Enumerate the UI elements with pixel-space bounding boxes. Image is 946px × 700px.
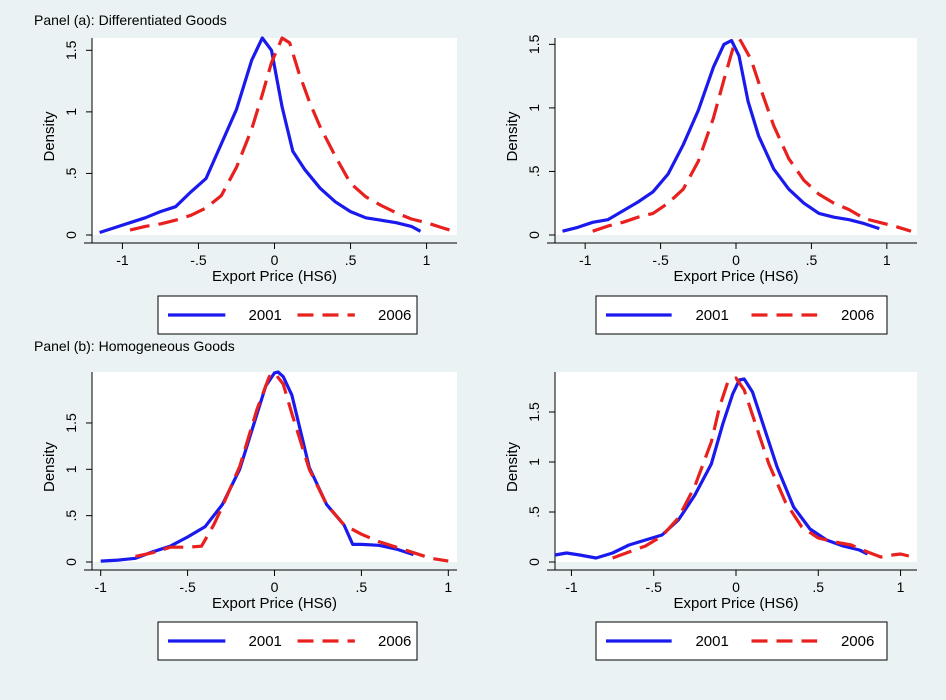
series-line-2006 — [592, 38, 912, 233]
y-axis-label: Density — [504, 111, 521, 162]
y-tick-label: 1.5 — [526, 34, 542, 54]
chart-2: -1 -.5 0 .5 1 0 .5 1 1.5 Export Price (HS6) Densit… — [504, 34, 917, 335]
y-axis-label: Density — [41, 111, 58, 162]
x-tick-label: .5 — [812, 579, 824, 595]
y-axis-label: Density — [41, 441, 58, 492]
legend-label-2001: 2001 — [695, 307, 728, 324]
x-tick-label: -1 — [579, 252, 592, 268]
x-tick-label: -.5 — [652, 252, 669, 268]
x-tick-label: 1 — [897, 579, 905, 595]
legend: 2001 2006 — [595, 295, 888, 335]
plot-area — [555, 38, 917, 235]
panel-b-label: Panel (b): Homogeneous Goods — [34, 338, 235, 354]
y-axis-label: Density — [504, 441, 521, 492]
plot-area — [555, 372, 917, 562]
x-axis-label: Export Price (HS6) — [212, 268, 337, 285]
chart-4: -1 -.5 0 .5 1 0 .5 1 1.5 Export Price (HS6) Densit… — [504, 372, 917, 661]
x-tick-label: 1 — [883, 252, 891, 268]
y-tick-label: 1 — [526, 458, 542, 466]
chart-3: -1 -.5 0 .5 1 0 .5 1 1.5 Export Price (HS6) Densit… — [41, 370, 457, 661]
y-tick-label: 1.5 — [63, 413, 79, 433]
x-tick-label: 1 — [444, 579, 452, 595]
legend: 2001 2006 — [595, 621, 888, 661]
y-tick-label: .5 — [63, 510, 79, 522]
chart-1: -1 -.5 0 .5 1 0 .5 1 1.5 Export Price (HS6) Densit… — [41, 36, 457, 335]
series-line-2001 — [99, 36, 422, 235]
series-line-2006 — [129, 36, 455, 233]
legend-label-2006: 2006 — [378, 307, 411, 324]
x-tick-label: -1 — [94, 579, 107, 595]
series-line-2001 — [562, 38, 880, 233]
y-tick-label: 1 — [63, 108, 79, 116]
y-tick-label: 1 — [526, 104, 542, 112]
legend-box — [595, 295, 888, 335]
x-tick-label: .5 — [345, 252, 357, 268]
x-tick-label: 0 — [271, 579, 279, 595]
legend: 2001 2006 — [157, 295, 418, 335]
series-line-2001 — [554, 377, 869, 560]
y-tick-label: .5 — [63, 167, 79, 179]
y-tick-label: 1.5 — [526, 402, 542, 422]
x-tick-label: -.5 — [179, 579, 196, 595]
x-tick-label: 1 — [423, 252, 431, 268]
y-tick-label: 0 — [63, 231, 79, 239]
legend-label-2006: 2006 — [841, 307, 874, 324]
x-tick-label: 0 — [271, 252, 279, 268]
legend-label-2006: 2006 — [841, 633, 874, 650]
y-tick-label: .5 — [526, 506, 542, 518]
panel-a-label: Panel (a): Differentiated Goods — [34, 12, 227, 28]
y-tick-label: .5 — [526, 165, 542, 177]
y-tick-label: 0 — [526, 558, 542, 566]
x-tick-label: -1 — [116, 252, 129, 268]
y-tick-label: 0 — [526, 231, 542, 239]
legend-label-2001: 2001 — [249, 307, 282, 324]
legend-label-2001: 2001 — [695, 633, 728, 650]
plot-area — [92, 372, 457, 562]
y-tick-label: 1 — [63, 465, 79, 473]
x-tick-label: -.5 — [190, 252, 207, 268]
legend-label-2006: 2006 — [378, 633, 411, 650]
y-tick-label: 0 — [63, 558, 79, 566]
legend-label-2001: 2001 — [249, 633, 282, 650]
series-line-2006 — [135, 371, 449, 563]
legend: 2001 2006 — [157, 621, 418, 661]
x-axis-label: Export Price (HS6) — [673, 595, 798, 612]
x-tick-label: .5 — [806, 252, 818, 268]
x-tick-label: -.5 — [646, 579, 663, 595]
x-tick-label: 0 — [732, 579, 740, 595]
x-tick-label: 0 — [732, 252, 740, 268]
x-axis-label: Export Price (HS6) — [212, 595, 337, 612]
x-tick-label: .5 — [356, 579, 368, 595]
x-axis-label: Export Price (HS6) — [673, 268, 798, 285]
x-tick-label: -1 — [565, 579, 578, 595]
y-tick-label: 1.5 — [63, 40, 79, 60]
series-line-2006 — [612, 376, 910, 560]
